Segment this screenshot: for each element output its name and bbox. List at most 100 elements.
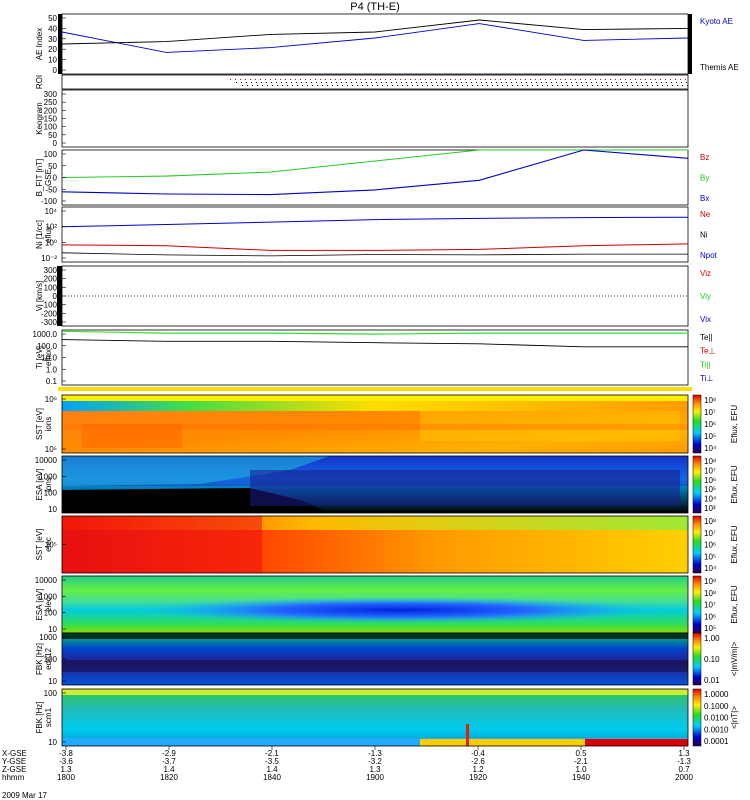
roi-dot <box>392 85 393 86</box>
roi-dot <box>620 79 621 80</box>
roi-dot <box>446 82 447 83</box>
colorbar-tick-label: 10⁸ <box>704 396 716 405</box>
roi-dot <box>610 79 611 80</box>
y-tick-label: 100 <box>44 489 58 498</box>
roi-dot <box>682 85 683 86</box>
colorbar-tick-label: 10⁶ <box>704 541 716 550</box>
roi-dot <box>510 79 511 80</box>
roi-dot <box>461 82 462 83</box>
roi-dot <box>452 85 453 86</box>
series-bx-line <box>61 149 689 196</box>
roi-dot <box>230 79 231 80</box>
roi-dot <box>321 82 322 83</box>
roi-dot <box>297 85 298 86</box>
roi-dot <box>496 82 497 83</box>
roi-dot <box>577 85 578 86</box>
roi-dot <box>555 79 556 80</box>
roi-dot <box>486 82 487 83</box>
roi-dot <box>455 79 456 80</box>
roi-dot <box>627 85 628 86</box>
roi-dot <box>277 85 278 86</box>
roi-dot <box>546 82 547 83</box>
roi-dot <box>530 79 531 80</box>
roi-dot <box>330 79 331 80</box>
roi-dot <box>411 82 412 83</box>
y-tick-label: 10⁴ <box>45 207 58 216</box>
y-axis-sublabel: ions <box>44 417 53 432</box>
roi-dot <box>252 85 253 86</box>
roi-dot <box>362 85 363 86</box>
y-axis-label: AE Index <box>35 28 44 60</box>
roi-dot <box>357 85 358 86</box>
colorbar-tick-label: 10⁶ <box>704 420 716 429</box>
roi-dot <box>595 79 596 80</box>
roi-dot <box>380 79 381 80</box>
roi-dot <box>340 79 341 80</box>
roi-dot <box>302 85 303 86</box>
colorbar-tick-label: 0.0100 <box>704 714 729 723</box>
roi-dot <box>522 85 523 86</box>
x-tick-label: 1940 <box>572 773 590 782</box>
legend-entry: Viz <box>700 269 711 278</box>
y-tick-label: 50 <box>48 14 57 23</box>
roi-dot <box>520 79 521 80</box>
roi-dot <box>410 79 411 80</box>
x-tick-label: 1820 <box>160 773 178 782</box>
roi-dot <box>396 82 397 83</box>
roi-dot <box>466 82 467 83</box>
roi-dot <box>260 79 261 80</box>
roi-dot <box>570 79 571 80</box>
roi-dot <box>385 79 386 80</box>
y-tick-label: 200 <box>44 106 58 115</box>
roi-dot <box>465 79 466 80</box>
roi-dot <box>275 79 276 80</box>
roi-dot <box>521 82 522 83</box>
roi-dot <box>301 82 302 83</box>
roi-dot <box>492 85 493 86</box>
colorbar-tick-label: 0.10 <box>704 655 720 664</box>
colorbar-label: Eflux, EFU <box>730 585 739 623</box>
colorbar-tick-label: 1.00 <box>704 634 720 643</box>
y-tick-label: 10² <box>45 223 57 232</box>
y-tick-label: 100 <box>44 283 58 292</box>
colorbar-tick-label: 10⁷ <box>704 408 716 417</box>
roi-dot <box>566 82 567 83</box>
roi-dot <box>427 85 428 86</box>
panel-esa-elec <box>61 575 689 634</box>
roi-dot <box>262 85 263 86</box>
roi-dot <box>657 85 658 86</box>
roi-dot <box>552 85 553 86</box>
y-tick-label: 30 <box>48 35 57 44</box>
roi-dot <box>407 85 408 86</box>
roi-dot <box>670 79 671 80</box>
roi-dot <box>412 85 413 86</box>
chart-title: P4 (TH-E) <box>350 1 400 13</box>
y-tick-label: 10⁰ <box>45 238 57 247</box>
roi-dot <box>265 79 266 80</box>
roi-dot <box>402 85 403 86</box>
roi-dot <box>345 79 346 80</box>
roi-dot <box>622 85 623 86</box>
y-axis-label: ESA [eV] <box>35 588 44 620</box>
series-ni-line <box>61 252 688 257</box>
roi-dot <box>307 85 308 86</box>
panel-esa-ions <box>61 455 689 514</box>
roi-dot <box>525 79 526 80</box>
roi-dot <box>386 82 387 83</box>
roi-dot <box>636 82 637 83</box>
roi-dot <box>350 79 351 80</box>
roi-dot <box>287 85 288 86</box>
roi-dot <box>475 79 476 80</box>
roi-dot <box>366 82 367 83</box>
roi-dot <box>472 85 473 86</box>
roi-dot <box>502 85 503 86</box>
roi-dot <box>630 79 631 80</box>
roi-dot <box>637 85 638 86</box>
roi-dot <box>351 82 352 83</box>
x-tick-label: 1800 <box>57 773 75 782</box>
x-tick-label: 1.4 <box>163 765 175 774</box>
colorbar-tick-label: 10⁷ <box>704 529 716 538</box>
roi-dot <box>491 82 492 83</box>
colorbar-tick-label: 10⁷ <box>704 466 716 475</box>
roi-dot <box>295 79 296 80</box>
